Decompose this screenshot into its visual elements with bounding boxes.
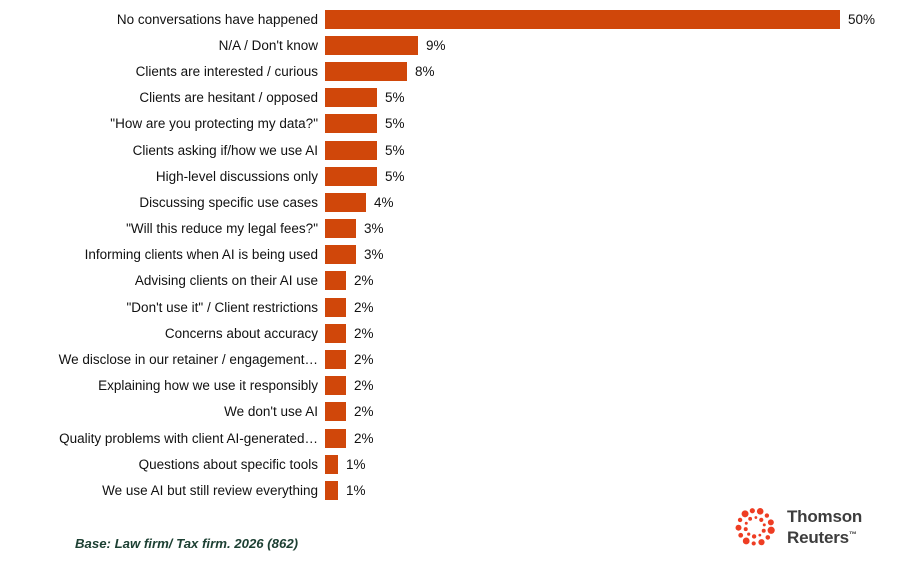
category-label: "Will this reduce my legal fees?": [126, 221, 318, 237]
thomson-reuters-kinesis-icon: [735, 508, 775, 546]
bar: [325, 480, 338, 500]
bar-row: Clients are hesitant / opposed 5%: [0, 85, 898, 111]
bar-row: No conversations have happened 50%: [0, 6, 898, 32]
bar-row: Clients are interested / curious 8%: [0, 58, 898, 84]
bar-row: Discussing specific use cases 4%: [0, 189, 898, 215]
bar: [325, 376, 346, 396]
bar: [325, 271, 346, 291]
category-label: Informing clients when AI is being used: [84, 247, 318, 263]
category-label: We disclose in our retainer / engagement…: [58, 352, 318, 368]
bar-row: Explaining how we use it responsibly 2%: [0, 373, 898, 399]
bar-row: "Will this reduce my legal fees?" 3%: [0, 216, 898, 242]
bar: [325, 428, 346, 448]
bar: [325, 9, 840, 29]
value-label: 8%: [415, 63, 435, 79]
value-label: 2%: [354, 430, 374, 446]
category-label: Clients are hesitant / opposed: [139, 90, 318, 106]
value-label: 2%: [354, 325, 374, 341]
category-label: Advising clients on their AI use: [134, 273, 318, 289]
bar: [325, 245, 356, 265]
bar: [325, 350, 346, 370]
bar-row: High-level discussions only 5%: [0, 163, 898, 189]
value-label: 5%: [385, 142, 405, 158]
value-label: 1%: [346, 482, 366, 498]
value-label: 3%: [364, 221, 384, 237]
trademark-symbol: ™: [848, 529, 857, 539]
logo-line1: Thomson: [787, 507, 863, 526]
value-label: 2%: [354, 378, 374, 394]
bar: [325, 140, 377, 160]
bar-row: Advising clients on their AI use 2%: [0, 268, 898, 294]
bar: [325, 297, 346, 317]
value-label: 4%: [374, 194, 394, 210]
category-label: "Don't use it" / Client restrictions: [126, 299, 318, 315]
category-label: Clients asking if/how we use AI: [132, 142, 318, 158]
value-label: 5%: [385, 90, 405, 106]
bar-chart: No conversations have happened 50% N/A / D…: [0, 6, 898, 504]
category-label: Quality problems with client AI-generate…: [59, 430, 318, 446]
category-label: Explaining how we use it responsibly: [98, 378, 318, 394]
bar-row: We use AI but still review everything 1%: [0, 477, 898, 503]
bar: [325, 323, 346, 343]
value-label: 5%: [385, 116, 405, 132]
bar-row: We don't use AI 2%: [0, 399, 898, 425]
bar: [325, 192, 366, 212]
category-label: Discussing specific use cases: [139, 194, 318, 210]
bar: [325, 454, 338, 474]
bar: [325, 35, 418, 55]
thomson-reuters-wordmark: Thomson Reuters™: [787, 508, 862, 546]
bar-row: Concerns about accuracy 2%: [0, 320, 898, 346]
value-label: 5%: [385, 168, 405, 184]
thomson-reuters-logo: Thomson Reuters™: [732, 504, 862, 550]
category-label: Concerns about accuracy: [164, 325, 318, 341]
bar-row: Quality problems with client AI-generate…: [0, 425, 898, 451]
category-label: Clients are interested / curious: [135, 63, 318, 79]
category-label: We use AI but still review everything: [102, 482, 318, 498]
value-label: 3%: [364, 247, 384, 263]
bar-row: We disclose in our retainer / engagement…: [0, 346, 898, 372]
category-label: We don't use AI: [224, 404, 318, 420]
category-label: N/A / Don't know: [218, 37, 318, 53]
value-label: 2%: [354, 352, 374, 368]
value-label: 2%: [354, 273, 374, 289]
category-label: No conversations have happened: [116, 11, 318, 27]
bar-row: "How are you protecting my data?" 5%: [0, 111, 898, 137]
value-label: 50%: [848, 11, 876, 27]
bar: [325, 61, 407, 81]
bar-row: N/A / Don't know 9%: [0, 32, 898, 58]
bar-row: Informing clients when AI is being used 3…: [0, 242, 898, 268]
bar-row: Clients asking if/how we use AI 5%: [0, 137, 898, 163]
logo-line2: Reuters: [787, 527, 849, 547]
value-label: 2%: [354, 299, 374, 315]
base-note: Base: Law firm/ Tax firm. 2026 (862): [75, 536, 299, 551]
value-label: 2%: [354, 404, 374, 420]
category-label: High-level discussions only: [155, 168, 318, 184]
bar: [325, 219, 356, 239]
category-label: Questions about specific tools: [138, 456, 318, 472]
bar: [325, 88, 377, 108]
value-label: 1%: [346, 456, 366, 472]
bar: [325, 402, 346, 422]
bar-row: Questions about specific tools 1%: [0, 451, 898, 477]
bar: [325, 114, 377, 134]
bar-row: "Don't use it" / Client restrictions 2%: [0, 294, 898, 320]
category-label: "How are you protecting my data?": [110, 116, 318, 132]
value-label: 9%: [426, 37, 446, 53]
bar: [325, 166, 377, 186]
